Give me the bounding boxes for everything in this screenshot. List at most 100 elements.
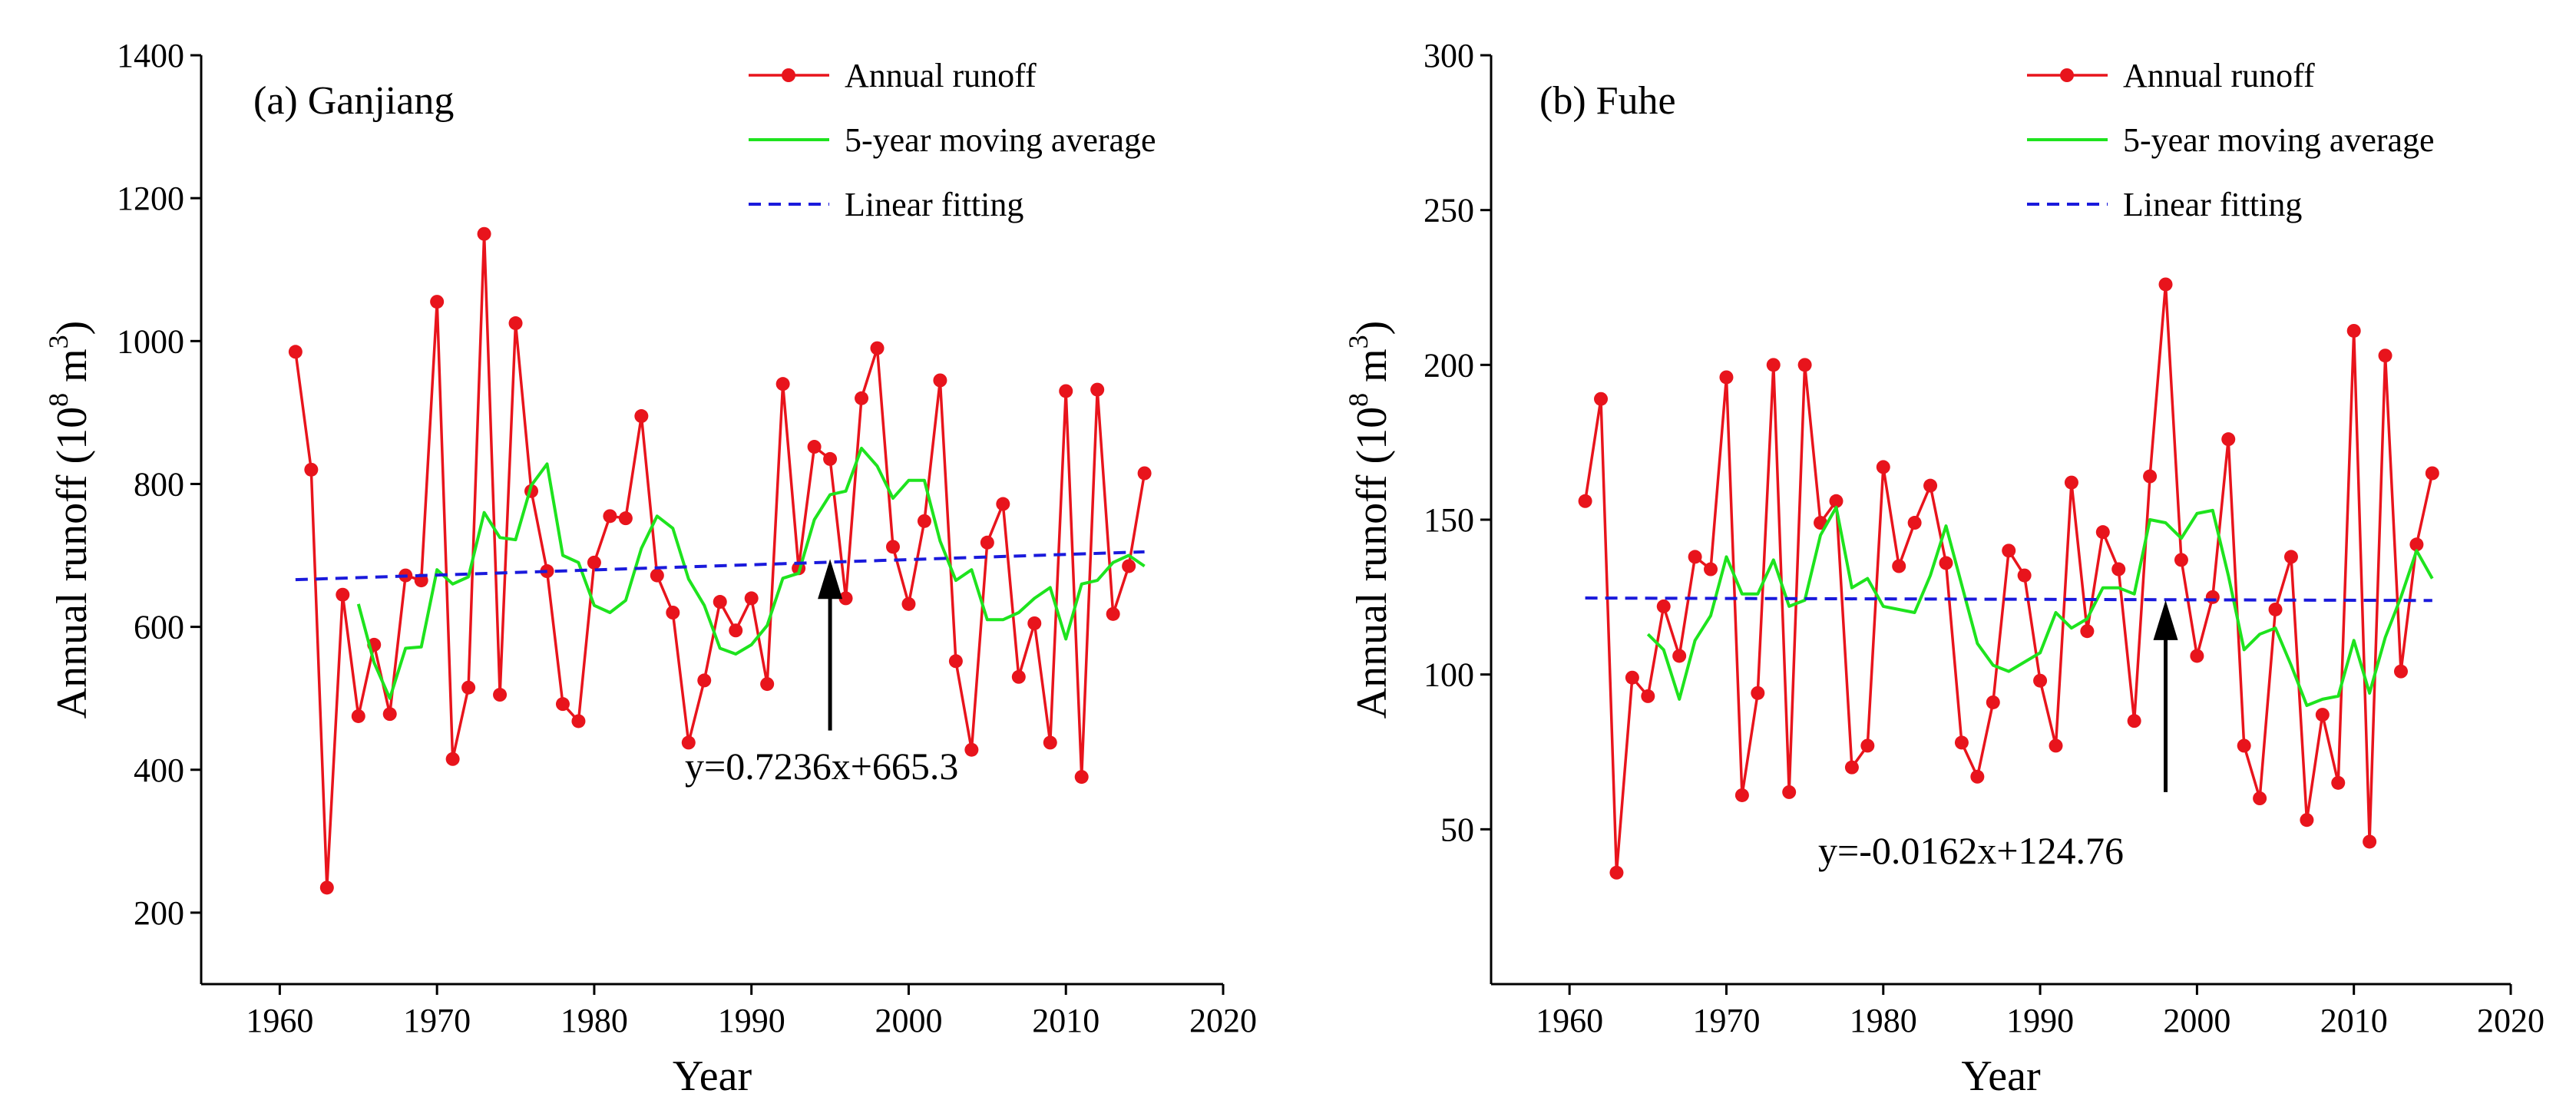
- annual-runoff-point: [2064, 475, 2078, 490]
- annual-runoff-point: [697, 673, 712, 688]
- annual-runoff-point: [1106, 606, 1120, 621]
- annual-runoff-point: [2017, 568, 2032, 583]
- x-tick-label: 1980: [1850, 1002, 1917, 1039]
- annual-runoff-point: [288, 345, 303, 359]
- annual-runoff-point: [430, 295, 445, 309]
- legend-label-annual-runoff: Annual runoff: [845, 57, 1037, 94]
- trend-equation: y=0.7236x+665.3: [685, 745, 958, 788]
- y-axis-label-part: m: [48, 349, 96, 393]
- legend-label-annual-runoff: Annual runoff: [2123, 57, 2315, 94]
- annual-runoff-point: [2268, 602, 2283, 616]
- x-tick-label: 1980: [561, 1002, 628, 1039]
- y-tick-label: 200: [1424, 346, 1474, 384]
- annual-runoff-point: [2315, 708, 2330, 722]
- panel-title: (b) Fuhe: [1539, 79, 1676, 123]
- legend-label-linear-fitting: Linear fitting: [845, 186, 1023, 223]
- x-tick-label: 2000: [875, 1002, 942, 1039]
- annual-runoff-point: [2127, 714, 2141, 728]
- annual-runoff-point: [2033, 673, 2048, 688]
- annual-runoff-point: [304, 462, 319, 477]
- annual-runoff-point: [1011, 669, 1026, 684]
- x-tick-label: 2010: [2320, 1002, 2388, 1039]
- x-tick-label: 2020: [2477, 1002, 2545, 1039]
- legend-label-moving-average: 5-year moving average: [845, 121, 1156, 159]
- annual-runoff-point: [2095, 525, 2110, 540]
- annual-runoff-point: [2253, 791, 2267, 805]
- legend-marker-annual-runoff: [782, 68, 795, 82]
- annual-runoff-point: [508, 316, 523, 331]
- x-tick-label: 1960: [1536, 1002, 1603, 1039]
- x-tick-label: 1990: [2006, 1002, 2074, 1039]
- annual-runoff-point: [2378, 349, 2392, 363]
- y-tick-label: 200: [134, 894, 184, 932]
- x-tick-label: 1970: [1692, 1002, 1760, 1039]
- annual-runoff-point: [713, 595, 727, 610]
- panel-title: (a) Ganjiang: [253, 79, 454, 123]
- moving-average-line: [356, 446, 1146, 700]
- annual-runoff-point: [838, 591, 853, 606]
- x-tick-label: 1960: [246, 1002, 313, 1039]
- y-axis-label-part: 3: [43, 335, 74, 349]
- annual-runoff-point: [2283, 550, 2298, 564]
- panel-fuhe: 1960 1970 1980 1990 2000 2010 2020 50 100 150 200 2…: [1343, 37, 2545, 1100]
- annual-runoff-point: [1766, 358, 1781, 372]
- annual-runoff-point: [1074, 770, 1089, 785]
- annual-runoff-point: [587, 555, 601, 570]
- x-axis-label: Year: [1961, 1052, 2041, 1100]
- annual-runoff-point: [1137, 466, 1152, 481]
- annual-runoff-point: [681, 735, 696, 750]
- y-axis-label-part: 8: [43, 393, 74, 407]
- annual-runoff-point: [2409, 537, 2424, 552]
- annual-runoff-point: [1609, 865, 1624, 880]
- linear-fitting-line: [295, 550, 1145, 582]
- y-axis-label-part: Annual runoff (10: [48, 407, 96, 719]
- panel-ganjiang: 1960 1970 1980 1990 2000 2010 2020 200 400 600 800…: [43, 37, 1257, 1100]
- annual-runoff-point: [2205, 590, 2220, 604]
- y-axis-label-part: ): [48, 321, 96, 335]
- annual-runoff-point: [650, 568, 664, 583]
- annual-runoff-point: [2158, 277, 2173, 292]
- annual-runoff-point: [729, 623, 743, 638]
- annual-runoff-point: [1829, 494, 1844, 508]
- annual-runoff-point: [1043, 735, 1057, 750]
- annual-runoff-point: [1059, 384, 1073, 398]
- annual-runoff-point: [1797, 358, 1812, 372]
- annual-runoff-point: [445, 752, 460, 766]
- annual-runoff-point: [744, 591, 759, 606]
- annotation-arrow-head: [2153, 600, 2178, 640]
- y-axis-label-part: 3: [1343, 335, 1374, 349]
- annual-runoff-point: [1641, 689, 1655, 703]
- legend-marker-annual-runoff: [2060, 68, 2074, 82]
- annual-runoff-point: [603, 509, 617, 524]
- annual-runoff-point: [1751, 685, 1765, 700]
- y-axis-label: Annual runoff (108 m3): [43, 321, 96, 719]
- legend: Annual runoff 5-year moving average Linear…: [749, 57, 1156, 223]
- legend-label-moving-average: 5-year moving average: [2123, 121, 2435, 159]
- y-axis-label-part: Annual runoff (10: [1348, 407, 1396, 719]
- annual-runoff-point: [1672, 649, 1687, 663]
- annual-runoff-point: [2002, 543, 2016, 558]
- annual-runoff-point: [2363, 834, 2377, 849]
- annual-runoff-point: [901, 596, 916, 611]
- annual-runoff-point: [2331, 775, 2346, 790]
- y-tick-label: 600: [134, 609, 184, 646]
- x-tick-label: 1990: [718, 1002, 785, 1039]
- annual-runoff-point: [571, 714, 586, 728]
- y-axis-label: Annual runoff (108 m3): [1343, 321, 1396, 719]
- annual-runoff-point: [477, 226, 491, 241]
- annual-runoff-point: [2425, 466, 2439, 481]
- y-axis-label-part: 8: [1343, 393, 1374, 407]
- y-tick-label: 100: [1424, 656, 1474, 694]
- trend-equation: y=-0.0162x+124.76: [1818, 829, 2124, 872]
- annual-runoff-point: [2221, 432, 2236, 447]
- annual-runoff-point: [948, 654, 963, 669]
- y-tick-label: 150: [1424, 501, 1474, 539]
- x-axis-label: Year: [673, 1052, 752, 1100]
- annual-runoff-point: [1844, 760, 1859, 775]
- annual-runoff-point: [461, 680, 476, 695]
- annual-runoff-point: [1090, 382, 1105, 397]
- annual-runoff-point: [1734, 788, 1749, 802]
- annual-runoff-point: [1719, 370, 1734, 385]
- y-tick-label: 400: [134, 752, 184, 789]
